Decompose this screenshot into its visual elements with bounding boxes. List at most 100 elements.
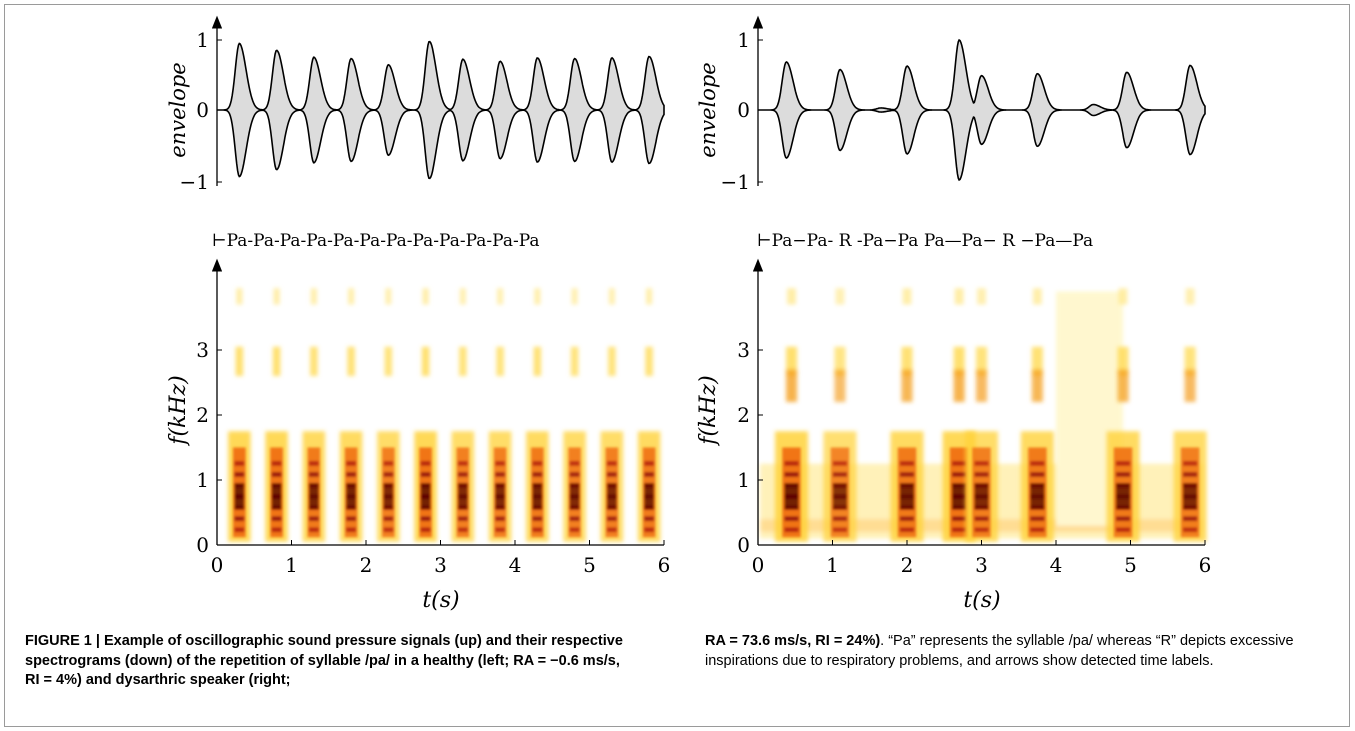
left-segment-7: [488, 288, 512, 542]
right-segment-formant-top-7: [1185, 288, 1195, 305]
right-segment-harmonic-4-1: [974, 516, 989, 521]
right-segment-formant-top-2: [902, 288, 912, 305]
left-segment-harmonic-0-6: [234, 461, 245, 466]
right-segment-core-2: [897, 447, 917, 538]
left-spectrogram-ylabel: f(kHz): [166, 375, 191, 446]
left-segment-harmonic-5-5: [420, 472, 431, 477]
right-segment-harmonic-0-5: [784, 472, 799, 477]
left-segment-harmonic-4-1: [383, 516, 394, 521]
right-segment-harmonic-5-1: [1030, 516, 1045, 521]
left-segment-formant-top-8: [534, 288, 541, 305]
left-envelope-ytick-label-0: 1: [196, 28, 209, 52]
left-segment-formant-top-7: [497, 288, 504, 305]
left-segment-dark-11: [644, 483, 654, 510]
right-segment-formant-top-6: [1118, 288, 1128, 305]
left-segment-harmonic-9-0: [569, 527, 580, 532]
left-segment-harmonic-11-6: [644, 461, 654, 466]
left-segment-harmonic-7-5: [495, 472, 505, 477]
left-segment-0: [228, 288, 251, 542]
right-spectrogram-xtick-label-1: 1: [826, 553, 839, 577]
left-spectrogram-ytick-label-2: 2: [196, 403, 209, 427]
right-segment-formant-hi-6: [1117, 346, 1129, 376]
right-segment-7: [1173, 288, 1207, 542]
left-spectrogram-ytick-label-3: 3: [196, 338, 209, 362]
caption-left: FIGURE 1 | Example of oscillographic sou…: [25, 633, 623, 688]
left-segment-formant-top-3: [348, 288, 355, 305]
left-segment-formant-hi-4: [384, 346, 393, 376]
right-envelope-area: [758, 38, 1206, 182]
left-segment-harmonic-0-0: [234, 527, 245, 532]
left-segment-harmonic-8-5: [532, 472, 543, 477]
right-segment-formant-hi-4: [976, 346, 987, 376]
left-segment-harmonic-4-6: [383, 461, 394, 466]
right-segment-harmonic-3-5: [952, 472, 967, 477]
right-segment-core-0: [782, 447, 801, 538]
left-segment-formant-hi-3: [347, 346, 355, 376]
right-segment-formant-hi-0: [786, 346, 798, 376]
left-segment-harmonic-9-6: [569, 461, 580, 466]
right-spectrogram-ytick-label-0: 0: [737, 533, 750, 557]
left-segment-formant-hi-8: [533, 346, 542, 376]
right-segment-harmonic-3-6: [952, 461, 967, 466]
right-spectrogram-ytick-label-3: 3: [737, 338, 750, 362]
right-spectrogram-xlabel: t(s): [963, 588, 1000, 613]
left-segment-core-4: [382, 447, 395, 538]
left-segment-harmonic-2-5: [309, 472, 319, 477]
left-spectrogram-xtick-label-4: 4: [509, 553, 522, 577]
right-segment-harmonic-2-0: [899, 527, 915, 532]
left-segment-dark-8: [532, 483, 543, 510]
left-envelope-plot: 1 0 −1: [180, 15, 665, 194]
left-segment-core-3: [344, 447, 358, 538]
left-segment-formant-top-4: [385, 288, 392, 305]
left-segment-core-6: [456, 447, 470, 538]
left-segment-formant-hi-7: [496, 346, 504, 376]
right-segment-harmonic-6-0: [1116, 527, 1131, 532]
left-segment-harmonic-10-5: [607, 472, 617, 477]
left-segment-harmonic-6-0: [458, 527, 468, 532]
left-segment-dark-9: [569, 483, 580, 510]
right-segment-dark-0: [784, 483, 799, 510]
left-segment-dark-5: [420, 483, 431, 510]
left-segment-dark-7: [495, 483, 505, 510]
right-syllable-labels: ⊢Pa−Pa- R -Pa−Pa Pa—Pa− R −Pa—Pa: [757, 231, 1093, 251]
left-spectrogram-xtick-label-5: 5: [583, 553, 596, 577]
right-spectrogram-plot: 0 1 2 3 0 1 2 3 4 5 6: [737, 258, 1212, 577]
right-segment-harmonic-4-5: [974, 472, 989, 477]
left-segment-harmonic-1-1: [271, 516, 282, 521]
left-segment-formant-hi-11: [645, 346, 653, 376]
left-segment-dark-6: [458, 483, 468, 510]
left-segment-harmonic-10-1: [607, 516, 617, 521]
right-segment-formant-hi-7: [1184, 346, 1196, 376]
left-segment-harmonic-2-1: [309, 516, 319, 521]
right-segment-core-4: [972, 447, 991, 538]
left-segment-core-11: [642, 447, 656, 538]
left-segment-9: [563, 288, 586, 542]
left-segment-harmonic-10-6: [607, 461, 617, 466]
left-segment-harmonic-1-5: [271, 472, 282, 477]
left-segment-harmonic-2-6: [309, 461, 319, 466]
left-segment-10: [600, 288, 624, 542]
right-spectrogram-ylabel: f(kHz): [696, 375, 721, 446]
left-segment-4: [377, 288, 400, 542]
right-segment-harmonic-4-6: [974, 461, 989, 466]
left-segment-harmonic-6-1: [458, 516, 468, 521]
left-segment-6: [451, 288, 475, 542]
right-spectrogram-xtick-label-5: 5: [1124, 553, 1137, 577]
right-segment-formant-mid-2: [901, 369, 913, 402]
left-segment-harmonic-7-0: [495, 527, 505, 532]
right-segment-harmonic-2-5: [899, 472, 915, 477]
right-segment-harmonic-5-0: [1030, 527, 1045, 532]
right-segment-formant-mid-5: [1031, 369, 1043, 402]
right-segment-harmonic-3-0: [952, 527, 967, 532]
right-segment-4: [965, 288, 998, 542]
left-segment-formant-hi-9: [570, 346, 579, 376]
left-syllable-labels: ⊢Pa-Pa-Pa-Pa-Pa-Pa-Pa-Pa-Pa-Pa-Pa-Pa: [212, 231, 540, 251]
right-segment-harmonic-1-1: [832, 516, 847, 521]
left-segment-harmonic-5-0: [420, 527, 431, 532]
right-segment-harmonic-1-6: [832, 461, 847, 466]
left-spectrogram-xlabel: t(s): [422, 588, 459, 613]
right-spectrogram-xtick-label-6: 6: [1199, 553, 1212, 577]
left-segment-harmonic-2-0: [309, 527, 319, 532]
right-segment-formant-mid-4: [976, 369, 987, 402]
left-segment-harmonic-4-5: [383, 472, 394, 477]
